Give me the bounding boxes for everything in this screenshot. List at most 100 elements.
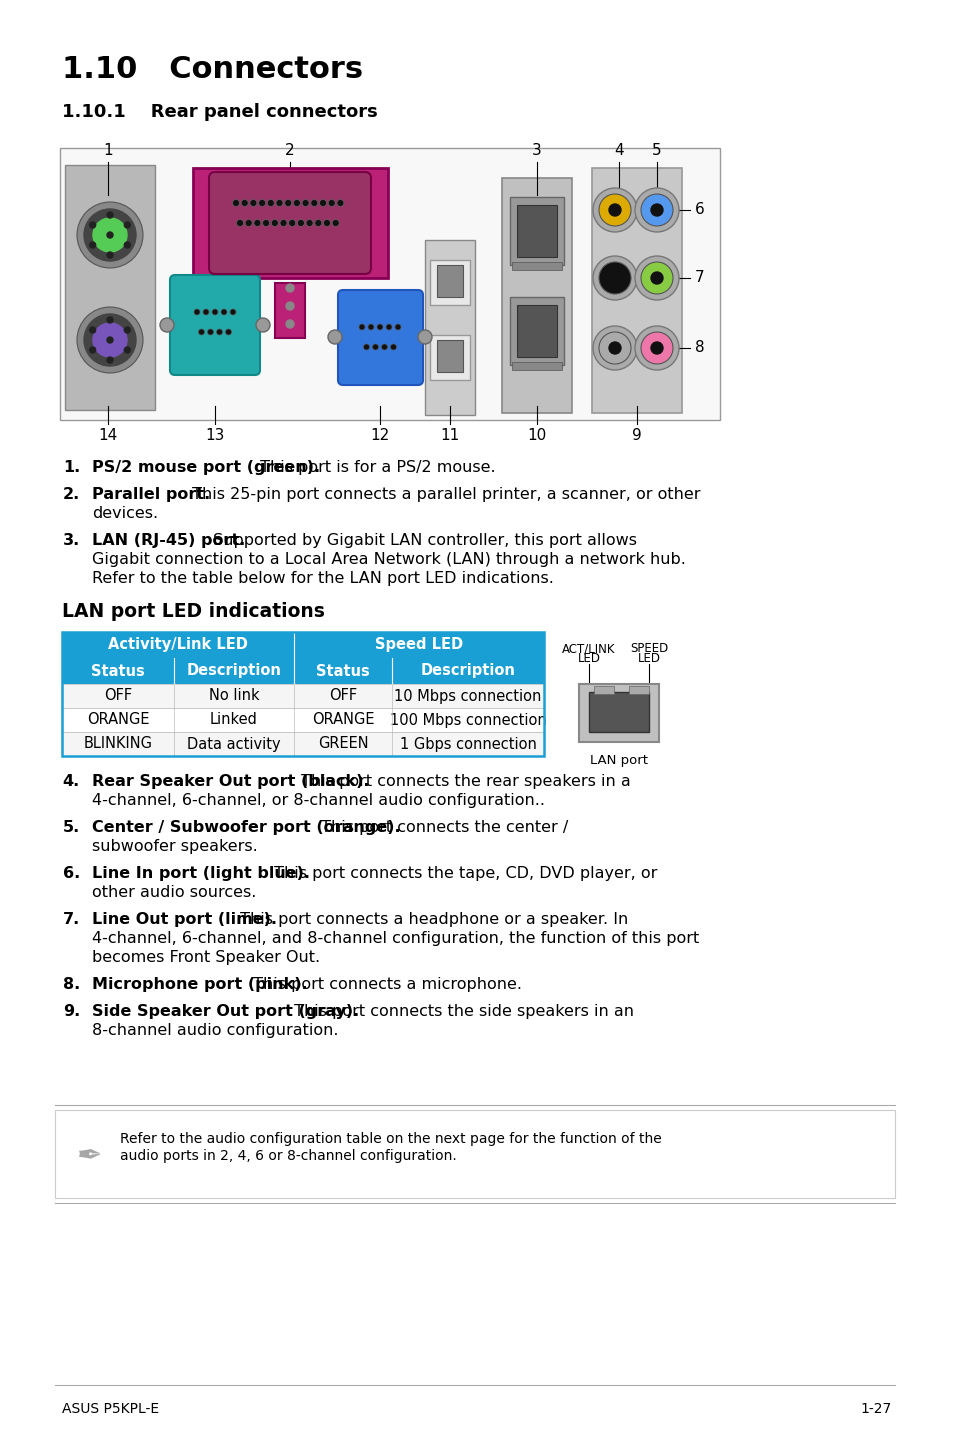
Circle shape xyxy=(302,200,309,207)
Bar xyxy=(517,305,557,357)
Bar xyxy=(430,260,470,305)
Text: 3: 3 xyxy=(532,142,541,158)
Bar xyxy=(65,165,154,410)
Circle shape xyxy=(258,200,265,207)
Bar xyxy=(62,631,543,756)
Text: 100 Mbps connection: 100 Mbps connection xyxy=(389,712,546,728)
Circle shape xyxy=(160,318,173,332)
Text: 10: 10 xyxy=(527,429,546,443)
Circle shape xyxy=(262,220,270,227)
Text: Gigabit connection to a Local Area Network (LAN) through a network hub.: Gigabit connection to a Local Area Netwo… xyxy=(91,552,685,567)
Text: This port connects the rear speakers in a: This port connects the rear speakers in … xyxy=(295,774,630,789)
Text: other audio sources.: other audio sources. xyxy=(91,884,256,900)
Circle shape xyxy=(284,200,292,207)
Text: LED: LED xyxy=(637,651,659,664)
Circle shape xyxy=(267,200,274,207)
Text: LAN port LED indications: LAN port LED indications xyxy=(62,603,325,621)
Text: This port connects a microphone.: This port connects a microphone. xyxy=(248,976,522,992)
Circle shape xyxy=(212,309,218,315)
Text: Side Speaker Out port (gray).: Side Speaker Out port (gray). xyxy=(91,1004,359,1020)
Text: 8.: 8. xyxy=(63,976,80,992)
Circle shape xyxy=(107,316,112,324)
Circle shape xyxy=(90,326,95,334)
Text: devices.: devices. xyxy=(91,506,158,521)
Text: 1.: 1. xyxy=(63,460,80,475)
Text: Parallel port.: Parallel port. xyxy=(91,487,210,502)
Text: 1.10   Connectors: 1.10 Connectors xyxy=(62,55,363,83)
Text: GREEN: GREEN xyxy=(317,736,368,752)
Circle shape xyxy=(390,344,396,349)
Text: ACT/LINK: ACT/LINK xyxy=(561,641,615,654)
Circle shape xyxy=(323,220,330,227)
Circle shape xyxy=(635,188,679,232)
Text: OFF: OFF xyxy=(104,689,132,703)
Circle shape xyxy=(193,309,200,315)
Bar xyxy=(510,298,563,365)
Text: ASUS P5KPL-E: ASUS P5KPL-E xyxy=(62,1402,159,1416)
Text: Description: Description xyxy=(420,663,515,679)
Circle shape xyxy=(635,326,679,370)
Circle shape xyxy=(328,200,335,207)
Text: 4.: 4. xyxy=(63,774,80,789)
Circle shape xyxy=(332,220,339,227)
Bar xyxy=(592,168,681,413)
Text: LAN port: LAN port xyxy=(589,754,647,766)
Bar xyxy=(55,1110,894,1198)
Circle shape xyxy=(271,220,278,227)
Circle shape xyxy=(107,357,112,362)
Bar xyxy=(517,206,557,257)
Circle shape xyxy=(77,201,143,267)
Text: LAN (RJ-45) port.: LAN (RJ-45) port. xyxy=(91,533,245,548)
Bar xyxy=(628,686,648,695)
Text: 14: 14 xyxy=(98,429,117,443)
Text: Speed LED: Speed LED xyxy=(375,637,462,653)
Text: 3.: 3. xyxy=(63,533,80,548)
Circle shape xyxy=(253,220,260,227)
Circle shape xyxy=(297,220,304,227)
Text: audio ports in 2, 4, 6 or 8-channel configuration.: audio ports in 2, 4, 6 or 8-channel conf… xyxy=(120,1149,456,1163)
Circle shape xyxy=(381,344,387,349)
Circle shape xyxy=(90,242,95,247)
Circle shape xyxy=(230,309,235,315)
Circle shape xyxy=(124,221,131,229)
Circle shape xyxy=(245,220,252,227)
Circle shape xyxy=(598,262,630,293)
Circle shape xyxy=(124,326,131,334)
Text: becomes Front Speaker Out.: becomes Front Speaker Out. xyxy=(91,951,320,965)
Circle shape xyxy=(107,211,112,219)
Circle shape xyxy=(236,220,243,227)
Circle shape xyxy=(124,347,131,352)
Text: 11: 11 xyxy=(440,429,459,443)
Circle shape xyxy=(640,332,672,364)
Bar xyxy=(512,262,561,270)
Text: 1-27: 1-27 xyxy=(860,1402,891,1416)
Text: subwoofer speakers.: subwoofer speakers. xyxy=(91,838,257,854)
Text: 1 Gbps connection: 1 Gbps connection xyxy=(399,736,536,752)
Circle shape xyxy=(221,309,227,315)
Bar xyxy=(274,283,305,338)
Text: Status: Status xyxy=(91,663,145,679)
FancyBboxPatch shape xyxy=(337,290,422,385)
Text: ORANGE: ORANGE xyxy=(87,712,149,728)
Text: Line In port (light blue).: Line In port (light blue). xyxy=(91,866,310,881)
Circle shape xyxy=(294,200,300,207)
Bar xyxy=(60,148,720,420)
Circle shape xyxy=(280,220,287,227)
FancyBboxPatch shape xyxy=(170,275,260,375)
Text: Rear Speaker Out port (black).: Rear Speaker Out port (black). xyxy=(91,774,369,789)
Bar xyxy=(578,684,659,742)
Text: 9: 9 xyxy=(632,429,641,443)
Circle shape xyxy=(336,200,343,207)
Circle shape xyxy=(640,194,672,226)
Text: 7.: 7. xyxy=(63,912,80,928)
Text: 6: 6 xyxy=(695,203,704,217)
Bar xyxy=(588,692,648,732)
Text: 8-channel audio configuration.: 8-channel audio configuration. xyxy=(91,1022,338,1038)
Text: 10 Mbps connection: 10 Mbps connection xyxy=(394,689,541,703)
Text: 12: 12 xyxy=(370,429,389,443)
Circle shape xyxy=(84,209,136,262)
Circle shape xyxy=(84,313,136,367)
Bar xyxy=(510,197,563,265)
Text: Refer to the table below for the LAN port LED indications.: Refer to the table below for the LAN por… xyxy=(91,571,554,587)
Bar xyxy=(436,265,462,298)
